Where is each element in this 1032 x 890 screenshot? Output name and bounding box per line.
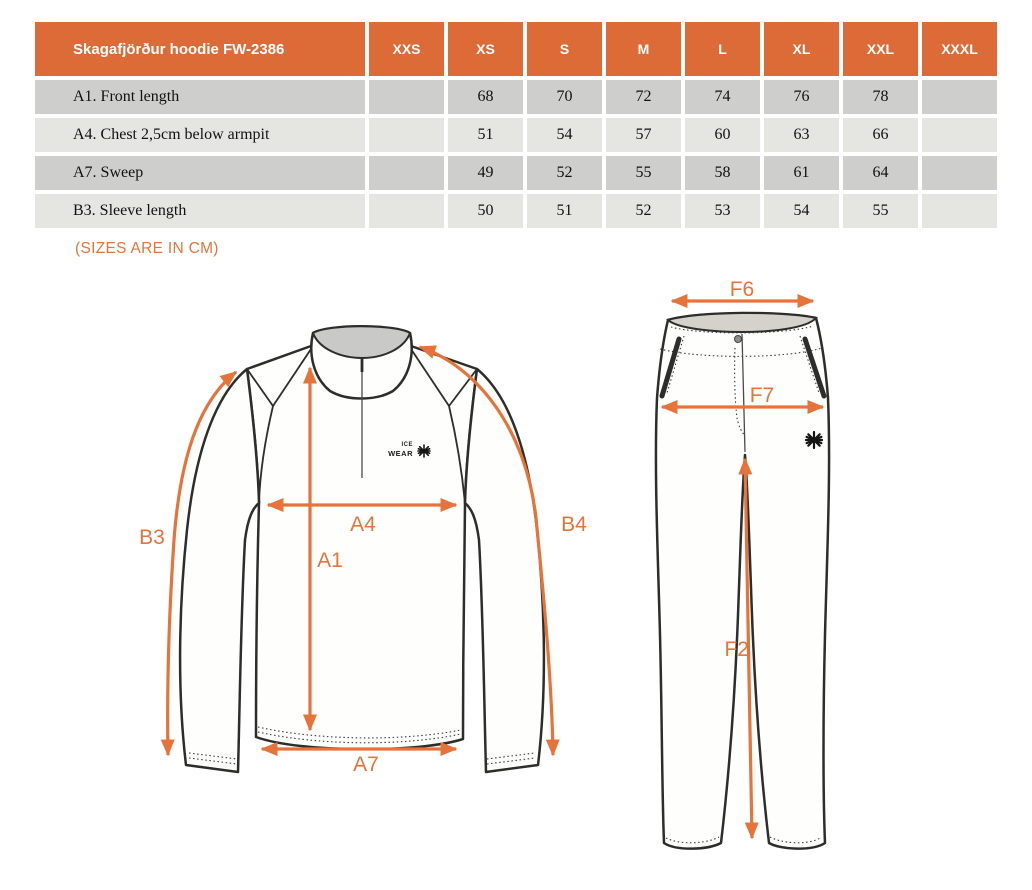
hoodie-collar-opening <box>311 325 412 360</box>
waist-button <box>734 335 742 343</box>
size-cell: 68 <box>448 80 523 114</box>
size-cell: 58 <box>685 156 760 190</box>
size-cell <box>922 80 997 114</box>
size-cell: 61 <box>764 156 839 190</box>
units-note: (SIZES ARE IN CM) <box>75 240 219 257</box>
size-cell: 51 <box>527 194 602 228</box>
size-cell: 70 <box>527 80 602 114</box>
size-cell <box>922 118 997 152</box>
hoodie-right-sleeve <box>463 367 546 774</box>
size-cell: 64 <box>843 156 918 190</box>
pants-drawing: F6 F7 F2 <box>654 278 831 850</box>
size-cell <box>922 156 997 190</box>
size-cell <box>369 118 444 152</box>
hoodie-drawing: ICE WEAR B3 A4 A1 B4 A7 <box>139 325 587 776</box>
label-a1: A1 <box>317 549 343 572</box>
size-cell: 52 <box>527 156 602 190</box>
size-cell: 60 <box>685 118 760 152</box>
snowflake-logo-icon <box>804 430 824 450</box>
size-cell: 76 <box>764 80 839 114</box>
sleeve-b3-arrow <box>160 370 238 757</box>
row-label-sleeve-length: B3. Sleeve length <box>35 194 365 228</box>
size-cell: 55 <box>843 194 918 228</box>
label-b4: B4 <box>561 513 587 536</box>
size-cell: 66 <box>843 118 918 152</box>
row-label-front-length: A1. Front length <box>35 80 365 114</box>
product-title: Skagafjörður hoodie FW-2386 <box>35 22 365 76</box>
size-cell: 50 <box>448 194 523 228</box>
row-label-chest: A4. Chest 2,5cm below armpit <box>35 118 365 152</box>
size-header-xxs: XXS <box>369 22 444 76</box>
size-cell: 55 <box>606 156 681 190</box>
size-cell <box>369 194 444 228</box>
size-header-xl: XL <box>764 22 839 76</box>
size-cell: 53 <box>685 194 760 228</box>
size-cell: 63 <box>764 118 839 152</box>
measurement-diagrams: ICE WEAR B3 A4 A1 B4 A7 <box>139 278 831 850</box>
label-f6: F6 <box>730 278 755 301</box>
snowflake-logo-icon <box>417 444 431 458</box>
label-f2: F2 <box>724 638 749 661</box>
size-cell <box>369 156 444 190</box>
size-header-m: M <box>606 22 681 76</box>
pants-body <box>654 311 831 850</box>
size-cell: 52 <box>606 194 681 228</box>
pants-waist-opening <box>665 311 818 334</box>
label-a4: A4 <box>350 513 376 536</box>
size-cell: 74 <box>685 80 760 114</box>
size-header-xxl: XXL <box>843 22 918 76</box>
label-f7: F7 <box>750 384 775 407</box>
row-label-sweep: A7. Sweep <box>35 156 365 190</box>
size-cell: 57 <box>606 118 681 152</box>
size-table: Skagafjörður hoodie FW-2386 XXS XS S M L… <box>35 22 997 228</box>
size-cell: 78 <box>843 80 918 114</box>
size-cell: 72 <box>606 80 681 114</box>
brand-logo-line2: WEAR <box>388 449 413 458</box>
brand-logo-line1: ICE <box>401 442 413 448</box>
hoodie-left-sleeve <box>178 367 261 774</box>
size-header-xxxl: XXXL <box>922 22 997 76</box>
sleeve-b4-arrow <box>418 345 560 757</box>
size-header-s: S <box>527 22 602 76</box>
size-cell: 54 <box>764 194 839 228</box>
size-cell <box>369 80 444 114</box>
inseam-f2-arrow <box>738 457 759 840</box>
size-cell: 54 <box>527 118 602 152</box>
size-cell: 49 <box>448 156 523 190</box>
left-pocket-line <box>659 336 682 399</box>
size-header-xs: XS <box>448 22 523 76</box>
right-pocket-line <box>802 336 827 399</box>
size-cell: 51 <box>448 118 523 152</box>
size-cell <box>922 194 997 228</box>
label-b3: B3 <box>139 526 165 549</box>
size-header-l: L <box>685 22 760 76</box>
label-a7: A7 <box>353 753 379 776</box>
